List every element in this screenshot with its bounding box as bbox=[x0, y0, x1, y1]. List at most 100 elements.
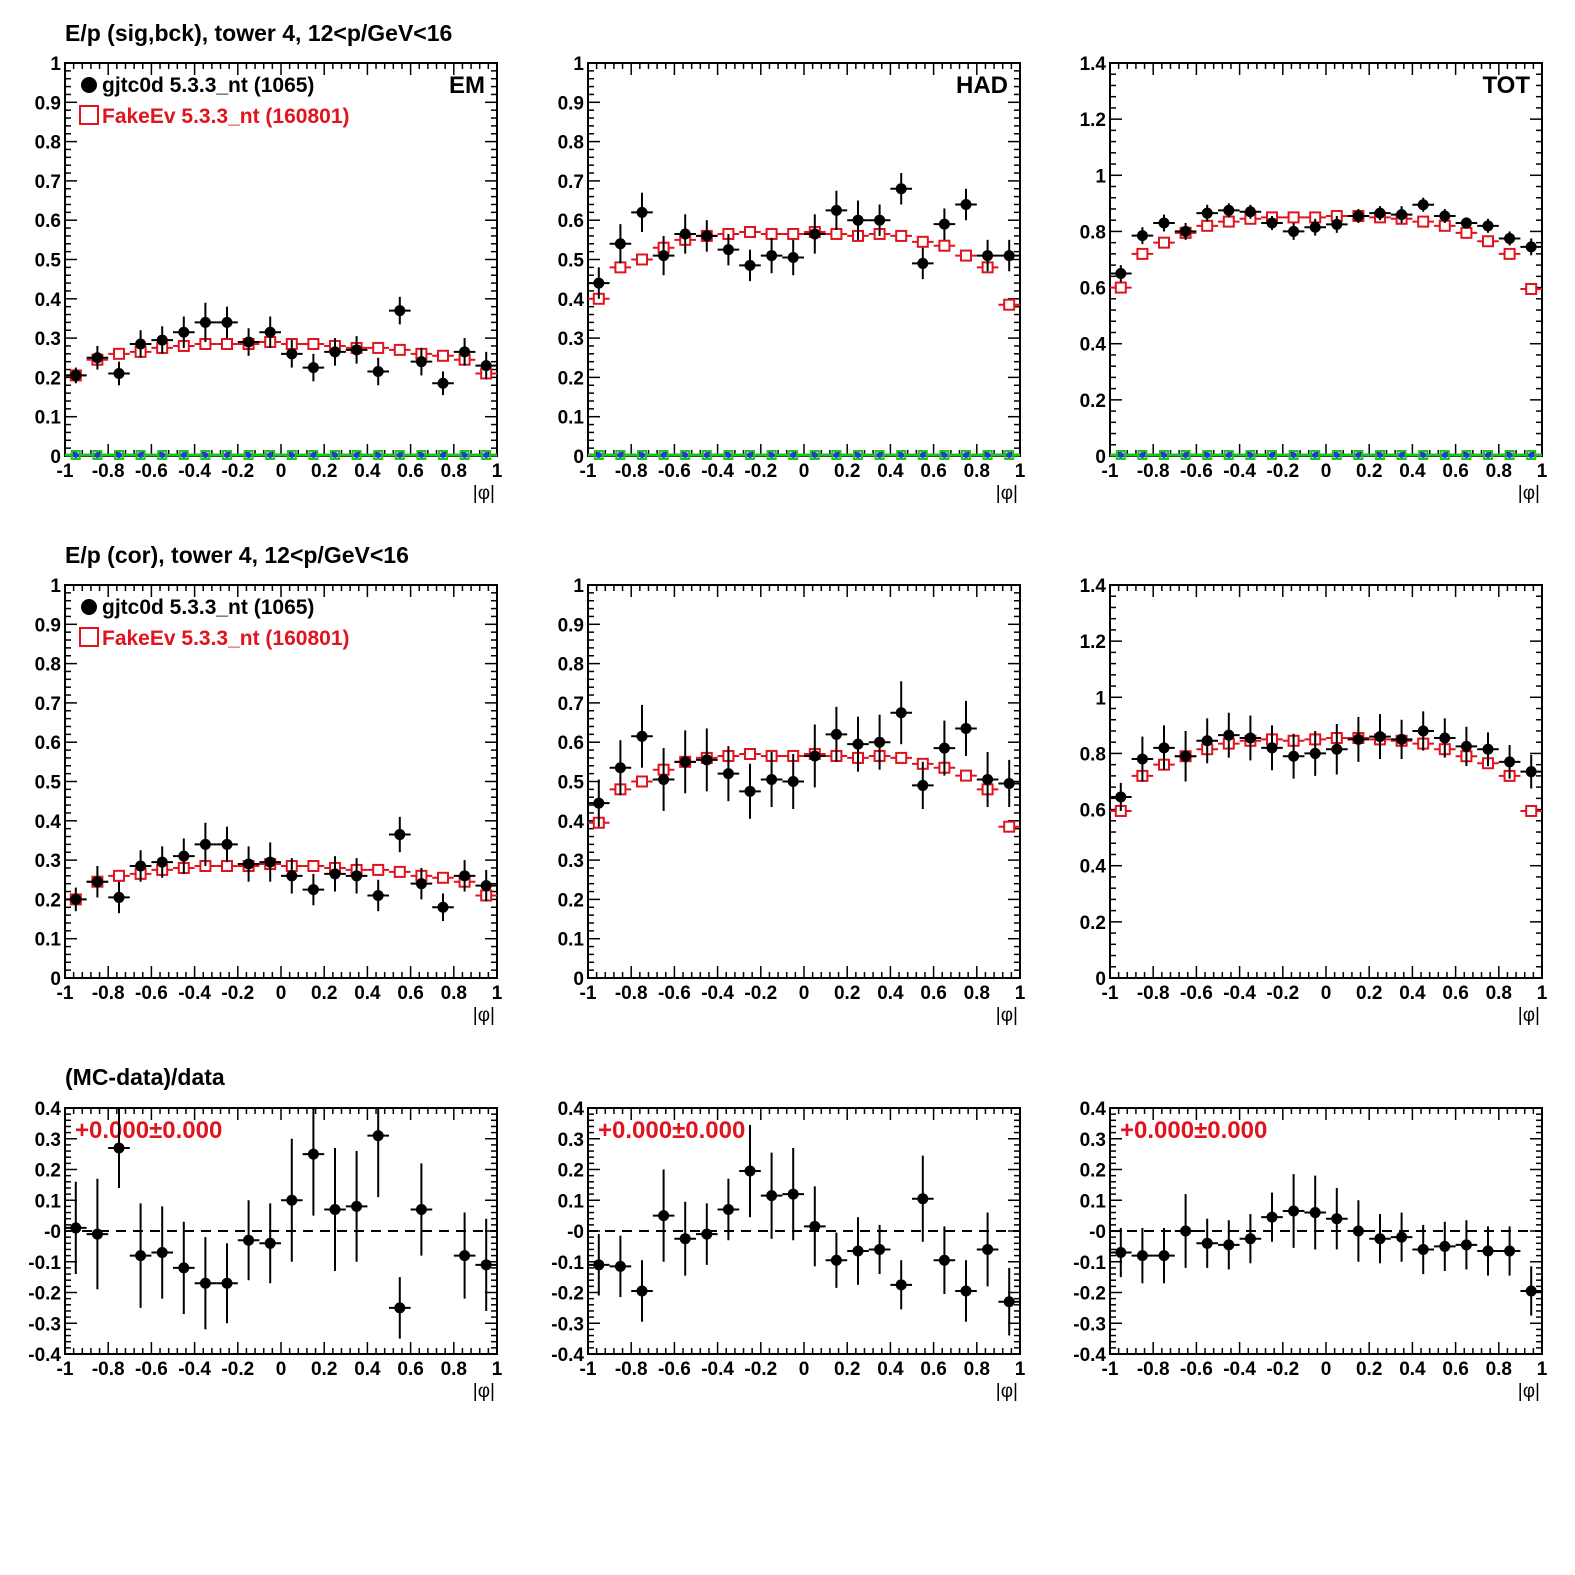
data-point bbox=[264, 856, 276, 868]
data-point bbox=[1482, 1245, 1494, 1257]
data-point bbox=[91, 876, 103, 888]
y-tick-label: 0.6 bbox=[558, 733, 584, 754]
x-tick-label: 0.6 bbox=[920, 461, 946, 482]
y-tick-label: -0 bbox=[1089, 1222, 1106, 1243]
zero-marker-green bbox=[831, 450, 842, 460]
data-point bbox=[917, 1193, 929, 1205]
x-tick-label: -0.8 bbox=[1137, 983, 1170, 1004]
x-tick-label: 0.2 bbox=[311, 1359, 337, 1380]
y-tick-label: -0.3 bbox=[1073, 1314, 1106, 1335]
zero-marker-blue bbox=[1420, 452, 1427, 458]
frame bbox=[1109, 62, 1543, 457]
zero-marker-green bbox=[1461, 450, 1472, 460]
x-tick-label: 0.6 bbox=[1442, 461, 1468, 482]
data-point bbox=[766, 250, 778, 262]
data-point bbox=[243, 336, 255, 348]
y-tick-label: -0.3 bbox=[28, 1314, 61, 1335]
data-point bbox=[960, 1285, 972, 1297]
data-point bbox=[1374, 207, 1386, 219]
zero-marker-blue bbox=[660, 452, 667, 458]
zero-marker-green bbox=[1439, 450, 1450, 460]
zero-marker-blue bbox=[180, 452, 187, 458]
data-point bbox=[372, 1130, 384, 1142]
mc-point bbox=[614, 261, 627, 274]
data-point bbox=[1460, 217, 1472, 229]
legend-mc-label: FakeEv 5.3.3_nt (160801) bbox=[102, 105, 350, 128]
data-point bbox=[415, 878, 427, 890]
mc-point bbox=[1525, 804, 1538, 817]
zero-marker-blue bbox=[682, 452, 689, 458]
data-point bbox=[1288, 225, 1300, 237]
data-point bbox=[243, 1234, 255, 1246]
mc-point bbox=[938, 239, 951, 252]
y-tick-label: 0 bbox=[1095, 447, 1106, 468]
fit-annotation: +0.000±0.000 bbox=[75, 1117, 222, 1144]
x-tick-label: -0.8 bbox=[615, 461, 648, 482]
data-point bbox=[1525, 766, 1537, 778]
data-point bbox=[243, 858, 255, 870]
zero-marker-blue bbox=[855, 452, 861, 458]
y-tick-label: 0.1 bbox=[35, 1191, 62, 1212]
zero-marker-green bbox=[637, 450, 647, 460]
data-point bbox=[1525, 1285, 1537, 1297]
y-tick-label: -0.2 bbox=[1073, 1284, 1106, 1305]
x-tick-label: 0.6 bbox=[397, 983, 423, 1004]
zero-marker-green bbox=[70, 450, 81, 460]
x-tick-label: -0.6 bbox=[658, 983, 691, 1004]
data-point bbox=[1223, 204, 1235, 216]
x-tick-label: 1 bbox=[1537, 983, 1548, 1004]
data-point bbox=[286, 348, 298, 360]
data-point bbox=[91, 1228, 103, 1240]
zero-marker-green bbox=[1353, 450, 1364, 460]
x-tick-label: 0.4 bbox=[1399, 461, 1426, 482]
x-tick-label: 0.2 bbox=[834, 1359, 860, 1380]
y-tick-label: 1 bbox=[1095, 166, 1106, 187]
data-point bbox=[221, 1277, 233, 1289]
data-point bbox=[614, 1260, 626, 1272]
y-tick-label: 0.2 bbox=[558, 368, 584, 389]
x-tick-label: -0.2 bbox=[221, 983, 254, 1004]
zero-marker-green bbox=[1375, 450, 1385, 460]
y-tick-label: 0.4 bbox=[35, 812, 62, 833]
zero-marker-blue bbox=[224, 452, 230, 458]
y-tick-label: 0 bbox=[573, 969, 584, 990]
panel-tot_sigbck: -1 -0.8 -0.6 -0.4 -0.2 0 0.2 0.4 0.6 0.8 1|φ|00.20… bbox=[1080, 54, 1548, 504]
x-tick-label: 0.6 bbox=[1442, 1359, 1468, 1380]
data-point bbox=[1136, 1250, 1148, 1262]
mc-point bbox=[307, 337, 320, 350]
data-point bbox=[917, 779, 929, 791]
data-point bbox=[459, 870, 471, 882]
data-point bbox=[722, 1203, 734, 1215]
x-tick-label: 0.2 bbox=[311, 461, 337, 482]
y-tick-label: 0.6 bbox=[1080, 801, 1106, 822]
data-point bbox=[809, 228, 821, 240]
zero-marker-blue bbox=[137, 452, 144, 458]
panel-em_cor: -1 -0.8 -0.6 -0.4 -0.2 0 0.2 0.4 0.6 0.8 1|φ|00.10… bbox=[35, 576, 503, 1026]
y-tick-label: 0.7 bbox=[35, 172, 61, 193]
zero-marker-blue bbox=[1312, 452, 1319, 458]
y-tick-label: 1 bbox=[573, 576, 584, 597]
y-tick-label: 0.8 bbox=[558, 133, 584, 154]
x-tick-label: 0.4 bbox=[877, 1359, 904, 1380]
y-tick-label: 0 bbox=[50, 447, 61, 468]
zero-marker-blue bbox=[790, 452, 797, 458]
data-point bbox=[1482, 743, 1494, 755]
zero-marker-blue bbox=[483, 452, 490, 458]
mc-point bbox=[960, 249, 972, 262]
x-tick-label: 0.4 bbox=[877, 461, 904, 482]
x-tick-label: 0.4 bbox=[354, 461, 381, 482]
zero-marker-blue bbox=[639, 452, 645, 458]
y-tick-label: 0.4 bbox=[35, 290, 62, 311]
mc-point bbox=[1136, 247, 1149, 260]
zero-marker-blue bbox=[418, 452, 425, 458]
x-tick-label: 0 bbox=[799, 461, 810, 482]
x-tick-label: -1 bbox=[580, 461, 597, 482]
zero-marker-green bbox=[416, 450, 427, 460]
y-tick-label: 0.6 bbox=[35, 211, 61, 232]
data-point bbox=[960, 198, 972, 210]
data-point bbox=[372, 366, 384, 378]
zero-marker-green bbox=[961, 450, 971, 460]
data-point bbox=[480, 880, 492, 892]
fit-annotation: +0.000±0.000 bbox=[598, 1117, 745, 1144]
row-title-ratio: (MC-data)/data bbox=[65, 1064, 225, 1090]
